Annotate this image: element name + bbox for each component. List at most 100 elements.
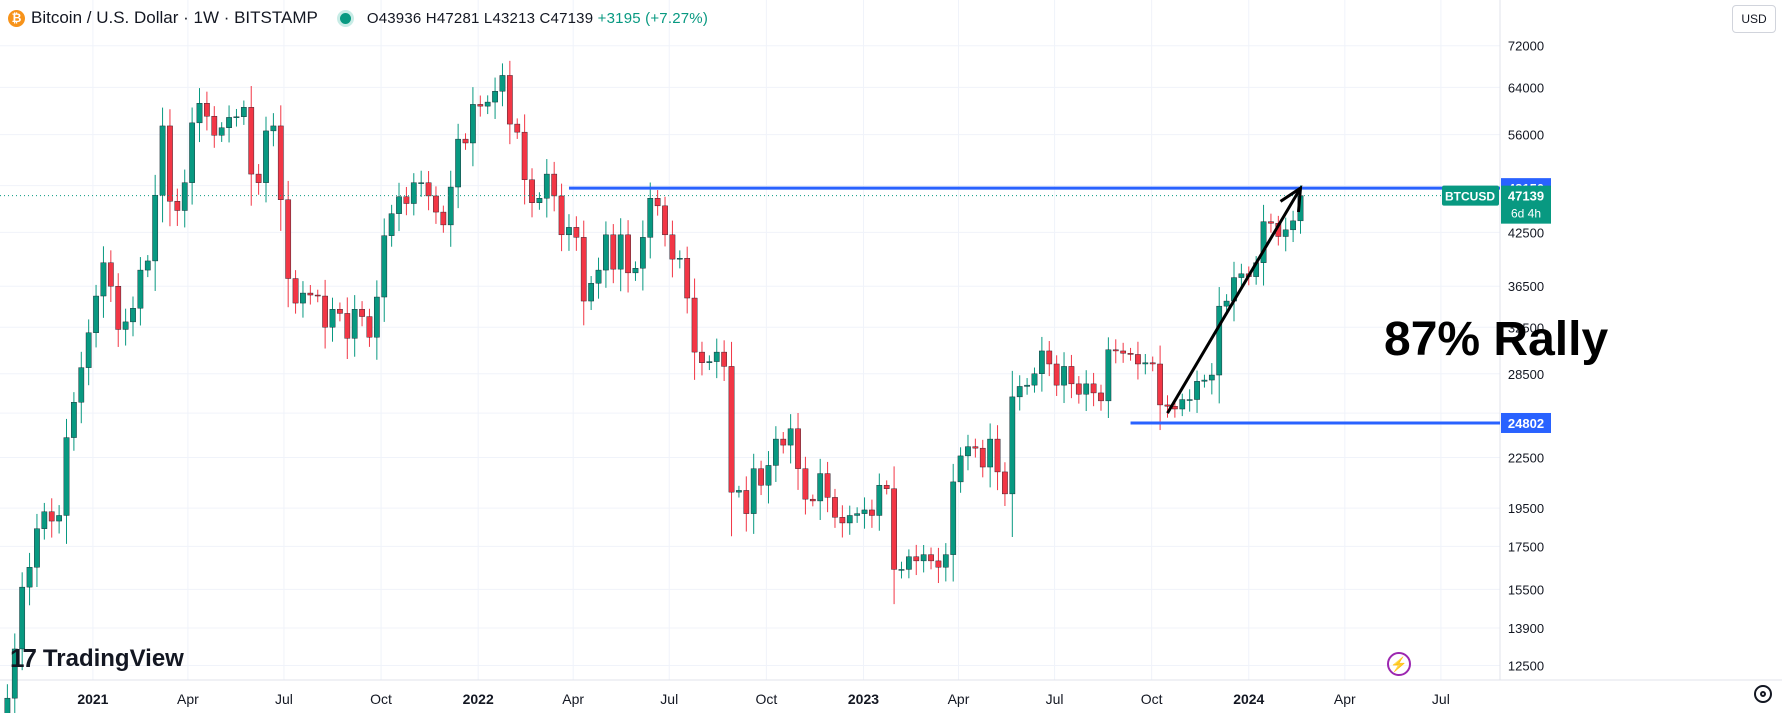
candle-body (1142, 362, 1149, 365)
candle-body (617, 234, 624, 270)
candle-body (1112, 349, 1119, 352)
candle-body (1149, 362, 1156, 365)
candle-body (144, 260, 151, 271)
price-tick-label: 22500 (1508, 450, 1544, 465)
price-tick-label: 19500 (1508, 501, 1544, 516)
candle-body (440, 211, 447, 226)
candle-body (285, 199, 292, 279)
candle-body (447, 186, 454, 226)
candle-body (802, 468, 809, 500)
candle-body (1201, 379, 1208, 382)
candle-body (972, 446, 979, 449)
price-tick-label: 36500 (1508, 279, 1544, 294)
candle-body (433, 195, 439, 213)
candle-body (551, 173, 558, 197)
lightning-icon[interactable]: ⚡ (1387, 652, 1411, 676)
candle-body (699, 351, 705, 363)
candle-body (1135, 354, 1141, 365)
candle-body (41, 511, 48, 529)
candle-body (233, 116, 240, 118)
candle-body (107, 262, 114, 287)
candle-body (906, 556, 912, 570)
candle-body (1039, 350, 1045, 374)
candle-body (832, 497, 838, 518)
candle-body (898, 569, 905, 571)
candle-body (1127, 353, 1134, 355)
candle-body (159, 125, 166, 196)
rally-annotation: 87% Rally (1384, 313, 1609, 366)
candle-body (935, 560, 942, 568)
current-price-label: 47139 (1508, 189, 1544, 204)
candle-body (337, 309, 343, 314)
time-tick-label: Apr (948, 691, 970, 707)
candle-body (780, 438, 787, 446)
candle-body (78, 367, 85, 403)
rally-arrow (1166, 187, 1302, 414)
candle-body (920, 554, 927, 562)
candle-body (1179, 399, 1186, 410)
candle-body (684, 258, 691, 299)
candle-body (381, 235, 388, 298)
currency-button[interactable]: USD (1732, 5, 1776, 33)
market-status-icon[interactable] (339, 12, 351, 24)
candle-body (240, 107, 247, 117)
candle-body (403, 196, 410, 204)
current-price-label-bg (1501, 185, 1551, 224)
candle-body (1031, 373, 1038, 386)
candle-body (455, 138, 461, 188)
candle-body (292, 278, 299, 304)
candle-body (492, 91, 498, 103)
candle-body (558, 195, 565, 236)
candle-body (676, 258, 683, 260)
candle-body (410, 182, 417, 204)
candle-body (1208, 374, 1215, 381)
candle-body (580, 237, 587, 302)
price-tick-label: 12500 (1508, 659, 1544, 674)
candle-body (255, 173, 262, 183)
candle-body (181, 182, 188, 211)
candle-body (204, 103, 210, 117)
candle-body (506, 75, 513, 125)
candle-body (536, 198, 543, 203)
candle-body (277, 125, 284, 200)
candle-body (248, 107, 255, 175)
candle-body (979, 447, 986, 468)
settings-gear-icon[interactable] (1754, 685, 1772, 703)
symbol-tag: BTCUSD (1445, 190, 1495, 204)
candle-body (189, 122, 195, 183)
candle-body (1068, 366, 1075, 385)
candle-body (499, 75, 506, 92)
candle-body (809, 498, 816, 502)
candle-body (713, 351, 720, 362)
symbol-title[interactable]: Bitcoin / U.S. Dollar · 1W · BITSTAMP (31, 8, 318, 27)
candle-body (1223, 300, 1230, 307)
candle-body (588, 283, 594, 302)
candle-body (174, 201, 181, 211)
candle-body (1090, 383, 1097, 394)
candle-body (795, 428, 801, 469)
time-tick-label: Oct (1141, 691, 1163, 707)
candle-body (647, 198, 654, 238)
candle-body (48, 511, 55, 522)
time-tick-label: Apr (1334, 691, 1356, 707)
candle-body (396, 196, 402, 214)
candle-body (484, 101, 491, 107)
candle-body (736, 490, 742, 493)
candle-body (632, 268, 639, 274)
candle-body (1046, 350, 1053, 365)
candle-body (1282, 229, 1289, 237)
candle-body (307, 292, 314, 296)
candle-body (928, 554, 934, 562)
candle-body (373, 296, 380, 338)
candle-body (728, 366, 735, 493)
price-tick-label: 17500 (1508, 539, 1544, 554)
candle-body (758, 468, 764, 486)
time-tick-label: 2022 (463, 691, 494, 707)
candle-body (987, 438, 994, 468)
candle-body (322, 295, 328, 328)
candle-body (913, 556, 920, 562)
time-tick-label: 2024 (1233, 691, 1264, 707)
candle-body (994, 438, 1001, 473)
candle-body (366, 316, 373, 338)
